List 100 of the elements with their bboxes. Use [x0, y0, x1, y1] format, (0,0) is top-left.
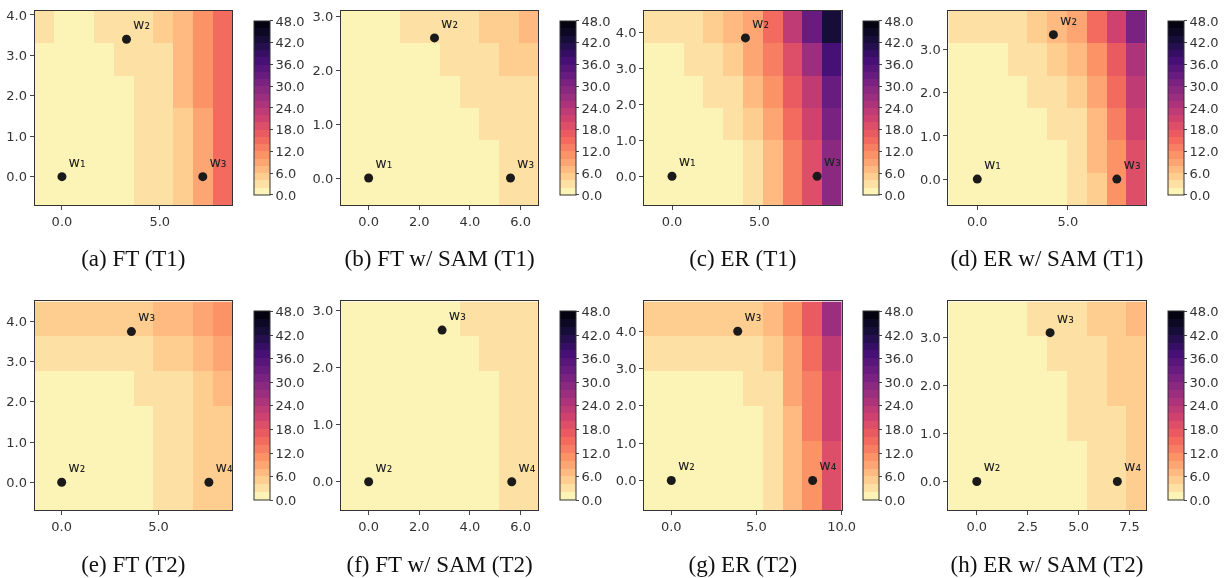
- y-tick-label: 3.0: [615, 60, 637, 76]
- color-bar-label: 6.0: [884, 469, 906, 485]
- color-bar-label: 24.0: [581, 100, 611, 116]
- series-label: w₂: [983, 458, 1001, 475]
- series-label: w₃: [1056, 309, 1074, 326]
- color-bar-label: 12.0: [1189, 144, 1219, 159]
- x-tick-label: 2.0: [408, 518, 430, 534]
- color-bar-label: 42.0: [884, 327, 914, 343]
- color-bar-label: 24.0: [581, 398, 611, 414]
- series-label: w₂: [677, 457, 695, 474]
- x-tick-label: 0.0: [660, 518, 682, 534]
- series-label: w₃: [744, 308, 762, 325]
- x-tick-label: 0.0: [358, 213, 379, 229]
- x-axis-title: (g) ER (T2): [688, 551, 798, 577]
- color-bar-label: 48.0: [581, 303, 611, 319]
- x-axis-title: (e) FT (T2): [81, 551, 186, 577]
- series-label: w₃: [1123, 155, 1141, 172]
- color-bar-label: 0.0: [884, 187, 906, 203]
- color-bar-label: 48.0: [884, 303, 914, 319]
- series-label: w₂: [1060, 11, 1078, 28]
- color-bar-label: 6.0: [581, 469, 603, 485]
- color-bar-label: 6.0: [884, 165, 906, 181]
- color-bar-label: 18.0: [1189, 122, 1219, 138]
- color-bar-label: 48.0: [884, 13, 914, 29]
- color-bar-label: 36.0: [581, 351, 611, 367]
- color-bar-label: 36.0: [1189, 351, 1219, 367]
- color-bar-label: 18.0: [275, 122, 305, 138]
- y-tick-label: 2.0: [312, 359, 334, 375]
- color-bar-label: 0.0: [275, 492, 297, 508]
- x-axis-title: (f) FT w/ SAM (T2): [346, 551, 533, 577]
- color-bar-label: 6.0: [1189, 165, 1211, 181]
- color-bar-label: 12.0: [275, 445, 305, 461]
- y-tick-label: 2.0: [6, 88, 27, 104]
- y-tick-label: 3.0: [920, 330, 941, 346]
- y-tick-label: 2.0: [920, 378, 941, 394]
- color-bar-label: 18.0: [581, 422, 611, 438]
- x-tick-label: 7.5: [1119, 518, 1140, 534]
- x-tick-label: 5.0: [148, 518, 169, 534]
- y-tick-label: 0.0: [6, 474, 27, 490]
- color-bar-label: 42.0: [1189, 327, 1219, 343]
- color-bar-label: 6.0: [275, 165, 297, 181]
- color-bar-label: 12.0: [581, 144, 611, 159]
- color-bar-label: 30.0: [884, 374, 914, 390]
- color-bar-label: 0.0: [884, 492, 906, 508]
- x-tick-label: 0.0: [358, 518, 379, 534]
- color-bar-label: 30.0: [1189, 78, 1219, 94]
- color-bar-label: 30.0: [275, 78, 305, 94]
- color-bar-label: 24.0: [884, 398, 914, 414]
- y-tick-label: 0.0: [312, 170, 334, 186]
- series-label: w₁: [68, 153, 86, 170]
- x-tick-label: 5.0: [746, 518, 767, 534]
- y-tick-label: 2.0: [312, 62, 334, 78]
- x-axis-title: (a) FT (T1): [81, 246, 186, 272]
- y-tick-label: 3.0: [920, 42, 941, 58]
- y-tick-label: 2.0: [615, 96, 637, 112]
- y-tick-label: 2.0: [920, 85, 941, 101]
- x-tick-label: 4.0: [459, 518, 481, 534]
- x-tick-label: 0.0: [51, 213, 73, 229]
- color-bar-label: 30.0: [581, 374, 611, 390]
- y-tick-label: 3.0: [6, 354, 27, 370]
- y-tick-label: 1.0: [312, 417, 334, 433]
- series-label: w₁: [678, 153, 696, 170]
- y-tick-label: 4.0: [615, 323, 637, 339]
- color-bar-label: 36.0: [581, 57, 611, 72]
- series-label: w₃: [138, 308, 156, 325]
- x-axis-title: (h) ER w/ SAM (T2): [950, 551, 1144, 577]
- x-tick-label: 0.0: [966, 518, 988, 534]
- color-bar-label: 0.0: [1189, 492, 1211, 508]
- color-bar-label: 18.0: [1189, 422, 1219, 438]
- color-bar-label: 36.0: [884, 57, 914, 72]
- series-label: w₁: [983, 155, 1001, 172]
- color-bar-label: 48.0: [1189, 303, 1219, 319]
- series-label: w₂: [133, 16, 151, 33]
- y-tick-label: 1.0: [615, 435, 637, 451]
- series-label: w₂: [752, 14, 770, 31]
- y-tick-label: 2.0: [6, 394, 27, 410]
- x-tick-label: 5.0: [749, 213, 770, 229]
- y-tick-label: 1.0: [920, 128, 941, 144]
- y-tick-label: 3.0: [312, 8, 334, 24]
- y-tick-label: 0.0: [615, 473, 637, 489]
- y-tick-label: 1.0: [920, 426, 941, 442]
- y-tick-label: 0.0: [920, 474, 941, 490]
- color-bar-label: 6.0: [275, 469, 297, 485]
- x-tick-label: 2.0: [408, 213, 430, 229]
- color-bar-label: 24.0: [275, 398, 305, 414]
- color-bar-label: 30.0: [1189, 374, 1219, 390]
- x-axis-title: (b) FT w/ SAM (T1): [344, 246, 535, 272]
- x-tick-label: 6.0: [510, 213, 531, 229]
- color-bar-label: 12.0: [884, 144, 914, 159]
- color-bar-label: 42.0: [581, 327, 611, 343]
- color-bar-label: 36.0: [275, 351, 305, 367]
- color-bar-label: 0.0: [275, 187, 297, 203]
- series-label: w₄: [1123, 458, 1142, 475]
- color-bar-label: 24.0: [275, 100, 305, 116]
- x-axis-title: (d) ER w/ SAM (T1): [950, 246, 1144, 272]
- color-bar-label: 48.0: [275, 13, 305, 29]
- color-bar-label: 36.0: [275, 57, 305, 72]
- x-tick-label: 5.0: [1068, 518, 1089, 534]
- color-bar-label: 36.0: [1189, 57, 1219, 72]
- series-label: w₂: [68, 459, 86, 476]
